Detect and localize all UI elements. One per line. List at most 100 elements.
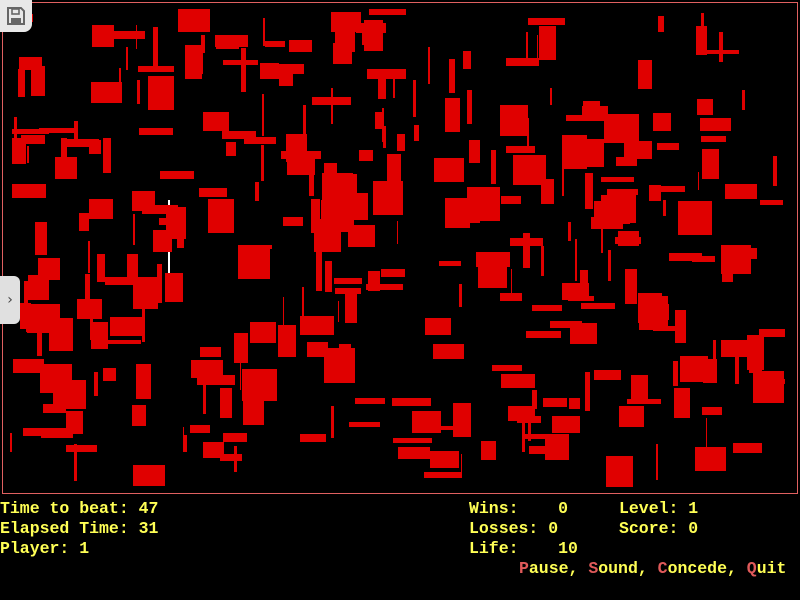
block	[67, 138, 99, 147]
block	[243, 137, 276, 145]
block	[74, 444, 77, 482]
block	[307, 341, 328, 358]
floppy-disk-icon	[7, 7, 25, 25]
menu-item-concede[interactable]: Concede	[658, 559, 727, 578]
block	[615, 237, 642, 244]
block	[444, 98, 461, 133]
block	[522, 433, 558, 439]
block	[393, 69, 396, 99]
block	[525, 32, 529, 61]
side-panel-toggle[interactable]: ›	[0, 276, 20, 324]
block	[239, 350, 242, 391]
block	[541, 246, 544, 276]
block	[249, 322, 277, 344]
block	[156, 263, 162, 303]
block	[561, 157, 565, 197]
block	[653, 325, 678, 332]
level: Level: 1	[619, 499, 699, 518]
block	[325, 261, 333, 293]
block	[545, 434, 570, 460]
block	[324, 348, 355, 383]
block	[724, 183, 758, 200]
block	[136, 363, 152, 399]
block	[355, 397, 385, 404]
block	[337, 301, 340, 323]
block	[14, 116, 17, 151]
hotkey: S	[588, 559, 599, 578]
menu-item-pause[interactable]: Pause	[519, 559, 569, 578]
block	[490, 150, 497, 185]
losses: Losses: 0	[469, 519, 559, 538]
block	[165, 273, 183, 302]
block	[243, 395, 265, 426]
block	[543, 397, 567, 407]
block	[702, 407, 723, 415]
block	[201, 34, 206, 53]
block	[96, 254, 106, 283]
block	[41, 427, 73, 439]
block	[142, 302, 146, 343]
block	[77, 298, 102, 320]
block	[532, 305, 562, 312]
block	[131, 405, 146, 427]
block	[348, 181, 350, 225]
block	[432, 344, 464, 359]
block	[434, 157, 464, 182]
block	[160, 170, 195, 180]
player: Player: 1	[0, 539, 90, 558]
block	[449, 59, 456, 94]
block	[91, 321, 109, 349]
block	[88, 199, 114, 220]
block	[551, 415, 580, 433]
block	[238, 248, 271, 280]
block	[348, 224, 375, 247]
block	[674, 388, 690, 418]
block	[680, 355, 708, 383]
block	[510, 269, 512, 301]
block	[222, 59, 259, 66]
block	[463, 50, 471, 69]
block	[202, 378, 206, 414]
block	[603, 113, 639, 144]
menu-item-quit[interactable]: Quit	[747, 559, 787, 578]
block	[330, 87, 333, 125]
hotkey: P	[519, 559, 529, 578]
menu-label: oncede	[667, 559, 727, 578]
block	[300, 434, 326, 442]
block	[425, 317, 452, 335]
score: Score: 0	[619, 519, 699, 538]
block	[264, 41, 286, 48]
block	[638, 295, 669, 330]
block	[282, 216, 304, 226]
block	[480, 441, 497, 461]
hotkey: C	[657, 559, 668, 578]
block	[372, 181, 404, 216]
block	[20, 135, 46, 144]
block	[570, 139, 605, 167]
block	[133, 214, 135, 246]
block	[139, 127, 173, 136]
block	[760, 199, 783, 205]
block	[330, 12, 361, 33]
block	[427, 46, 431, 84]
block	[695, 26, 707, 55]
block	[527, 17, 565, 26]
block	[273, 64, 304, 75]
save-button[interactable]	[0, 0, 32, 32]
menu-item-sound[interactable]: Sound	[588, 559, 638, 578]
block	[574, 239, 578, 281]
block	[526, 331, 561, 339]
block	[695, 447, 726, 472]
block	[330, 406, 335, 439]
block	[732, 442, 763, 453]
block	[540, 178, 554, 205]
block	[667, 304, 670, 320]
block	[65, 410, 83, 434]
block	[286, 154, 316, 176]
block	[582, 100, 600, 113]
block	[691, 255, 715, 262]
block	[608, 249, 611, 282]
block	[701, 149, 720, 179]
block	[467, 89, 473, 125]
game-field[interactable]	[2, 2, 798, 494]
